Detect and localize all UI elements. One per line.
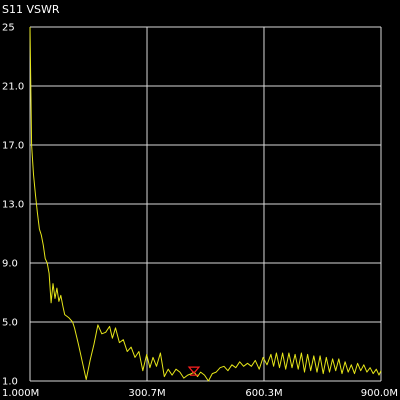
y-tick-label: 25 [2, 23, 15, 34]
chart-title: S11 VSWR [2, 3, 60, 16]
y-tick-labels: 25 21.0 17.0 13.0 9.0 5.0 1.0 [2, 23, 24, 388]
x-tick-label: 600.3M [245, 388, 282, 399]
x-tick-label: 1.000M [2, 388, 39, 399]
y-tick-label: 9.0 [2, 259, 18, 270]
marker-layer [187, 366, 201, 376]
y-tick-label: 21.0 [2, 82, 24, 93]
y-tick-label: 17.0 [2, 141, 24, 152]
y-tick-label: 5.0 [2, 318, 18, 329]
x-tick-label: 900.0M [361, 388, 398, 399]
y-tick-label: 1.0 [2, 377, 18, 388]
y-tick-label: 13.0 [2, 200, 24, 211]
marker-triangle-icon[interactable] [187, 366, 201, 375]
trace-layer [29, 26, 382, 382]
vswr-trace-line [29, 26, 382, 382]
grid-layer [29, 26, 382, 382]
x-tick-label: 300.7M [128, 388, 165, 399]
x-tick-labels: 1.000M 300.7M 600.3M 900.0M [2, 388, 398, 399]
